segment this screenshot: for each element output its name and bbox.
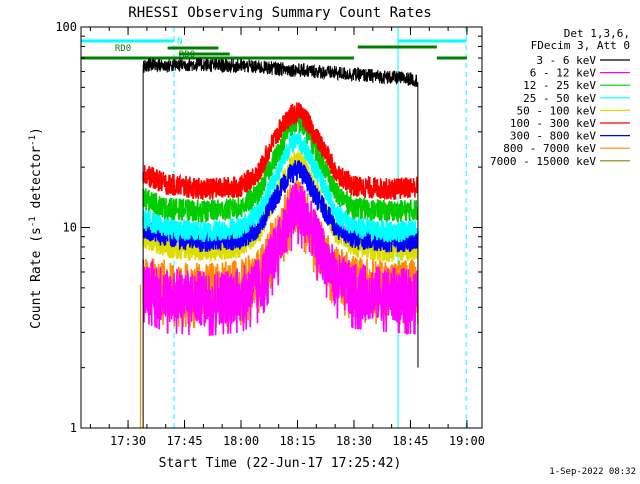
legend-entry-label: 3 - 6 keV <box>536 54 596 67</box>
legend-entry-label: 50 - 100 keV <box>517 104 597 117</box>
legend-entry-label: 100 - 300 keV <box>510 117 596 130</box>
footer-timestamp: 1-Sep-2022 08:32 <box>549 467 636 477</box>
x-tick-label: 18:15 <box>279 434 315 448</box>
series-line <box>142 160 419 253</box>
x-tick-label: 18:30 <box>336 434 372 448</box>
series-line <box>142 102 419 200</box>
flag-bar-segment <box>81 39 175 43</box>
y-axis-label-exp2: -1 <box>28 135 38 146</box>
x-tick-label: 17:45 <box>166 434 202 448</box>
legend-entry-label: 300 - 800 keV <box>510 130 596 143</box>
legend-entry-label: 25 - 50 keV <box>523 92 596 105</box>
flag-bar-segment <box>167 46 219 50</box>
flag-bar-label: RD0 <box>115 44 131 54</box>
x-tick-label: 19:00 <box>449 434 485 448</box>
legend-header-line: Det 1,3,6, <box>564 27 630 40</box>
y-axis-label-main: Count Rate (s <box>29 227 44 329</box>
y-axis-label-exp1: -1 <box>28 216 38 227</box>
y-axis-label-end: ) <box>29 127 44 135</box>
y-axis-label-mid: detector <box>29 146 44 217</box>
legend-entry-label: 7000 - 15000 keV <box>490 155 596 168</box>
flag-bar-segment <box>436 56 467 60</box>
x-axis-label: Start Time (22-Jun-17 17:25:42) <box>159 456 402 471</box>
data-series <box>139 57 419 428</box>
y-tick-label: 100 <box>55 20 77 34</box>
flag-bar-segment <box>398 39 467 43</box>
y-tick-label: 1 <box>70 421 77 435</box>
series-line <box>142 110 419 223</box>
x-tick-label: 17:30 <box>110 434 146 448</box>
x-tick-label: 18:45 <box>392 434 428 448</box>
legend-entry-label: 12 - 25 keV <box>523 79 596 92</box>
flag-bars: N RD0 RD0 <box>81 37 467 60</box>
x-tick-label: 18:00 <box>223 434 259 448</box>
y-axis-label: Count Rate (s-1 detector-1) <box>28 127 44 329</box>
flag-bar-segment <box>178 52 230 56</box>
y-axis: 1 10 100 <box>55 20 482 435</box>
x-axis: 17:30 17:45 18:00 18:15 18:30 18:45 19:00 <box>89 27 485 448</box>
legend-entry-label: 6 - 12 keV <box>530 67 597 80</box>
y-tick-label: 10 <box>63 221 77 235</box>
flag-bar-label: N <box>177 37 182 47</box>
legend-header-line: FDecim 3, Att 0 <box>531 39 630 52</box>
chart-title: RHESSI Observing Summary Count Rates <box>128 5 431 21</box>
flag-bar-segment <box>357 45 437 49</box>
series-line <box>142 57 419 428</box>
flag-bar-label: RD0 <box>179 50 195 60</box>
flag-bar-segment <box>81 56 354 60</box>
legend-entry-label: 800 - 7000 keV <box>503 142 596 155</box>
series-line <box>142 130 419 243</box>
series-line <box>142 182 419 336</box>
